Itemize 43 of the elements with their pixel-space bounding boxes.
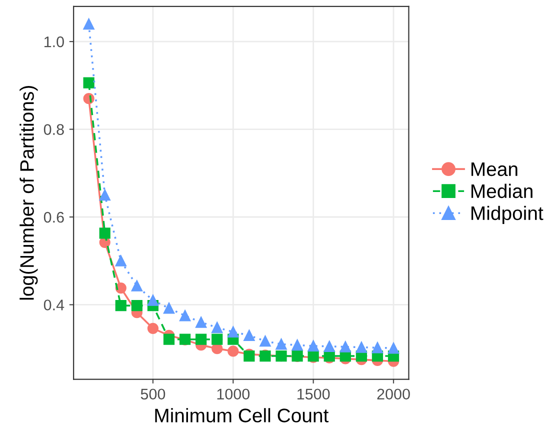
point [356, 342, 367, 353]
point [372, 342, 384, 354]
legend-label: Midpoint [471, 206, 544, 224]
point [340, 341, 351, 352]
point [308, 340, 319, 352]
point [388, 342, 400, 354]
x-tick-label: 2000 [377, 388, 410, 400]
x-axis-title: Minimum Cell Count [155, 408, 329, 422]
point [292, 340, 303, 351]
x-tick-label: 500 [140, 388, 166, 400]
legend-label: Mean [471, 162, 518, 176]
point [324, 340, 335, 352]
point [99, 228, 110, 239]
point [244, 330, 255, 341]
point [131, 280, 142, 292]
point [179, 310, 191, 322]
point [115, 255, 126, 266]
y-tick-label: 0.6 [44, 212, 64, 223]
point [115, 300, 126, 312]
legend-label: Median [471, 184, 532, 198]
y-tick-label: 1.0 [44, 36, 64, 48]
x-tick-label: 1500 [298, 388, 330, 400]
point [115, 282, 126, 294]
point [228, 346, 239, 357]
point [131, 300, 142, 312]
point [276, 338, 287, 350]
point [212, 322, 223, 334]
y-tick-label: 0.8 [44, 124, 64, 135]
point [196, 334, 207, 345]
x-tick-label: 1000 [217, 388, 250, 400]
point [196, 316, 207, 328]
y-tick-label: 0.4 [44, 300, 64, 310]
point [212, 334, 223, 345]
point [163, 334, 175, 345]
point [83, 18, 94, 30]
point [163, 302, 175, 314]
point [228, 326, 239, 338]
point [83, 77, 94, 88]
y-axis-title: log(Number of Partitions) [20, 86, 38, 300]
point [260, 336, 271, 347]
point [147, 294, 159, 306]
point [99, 190, 110, 201]
point [147, 322, 159, 334]
